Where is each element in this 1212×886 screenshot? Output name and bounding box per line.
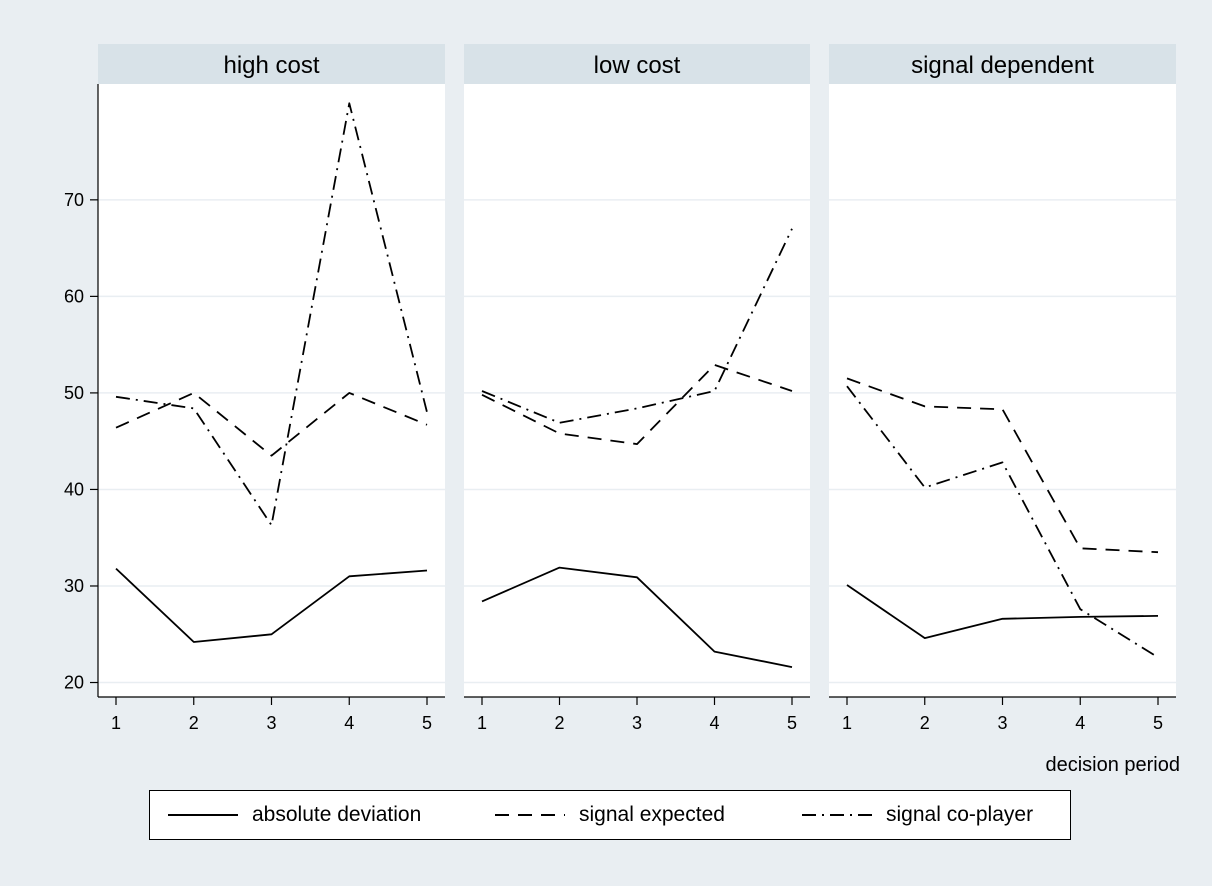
panel-background	[829, 84, 1176, 697]
x-tick-label: 3	[997, 713, 1007, 733]
series-line-absolute-deviation	[481, 566, 793, 668]
y-tick-label: 40	[64, 479, 84, 499]
x-tick-label: 2	[554, 713, 564, 733]
legend-item-absolute-deviation: absolute deviation	[168, 791, 421, 839]
legend: absolute deviation signal expected signa…	[149, 790, 1071, 840]
x-tick-label: 3	[632, 713, 642, 733]
y-tick-label: 70	[64, 190, 84, 210]
x-tick-label: 1	[477, 713, 487, 733]
legend-swatch-dash-dot	[802, 814, 872, 816]
panel-title: low cost	[594, 52, 681, 79]
x-tick-label: 4	[709, 713, 719, 733]
panel-header	[464, 44, 810, 84]
x-tick-label: 4	[344, 713, 354, 733]
series-line-signal-expected	[846, 377, 1159, 554]
panel-title: high cost	[223, 52, 319, 79]
panel-background	[98, 84, 445, 697]
panel-title: signal dependent	[911, 52, 1094, 79]
legend-item-signal-co-player: signal co-player	[802, 791, 1033, 839]
x-tick-label: 5	[422, 713, 432, 733]
x-tick-label: 1	[842, 713, 852, 733]
y-tick-label: 60	[64, 286, 84, 306]
x-tick-label: 5	[1153, 713, 1163, 733]
series-line-absolute-deviation	[115, 567, 428, 643]
y-tick-label: 20	[64, 673, 84, 693]
legend-swatch-dashed	[495, 814, 565, 816]
series-line-signal-co-player	[846, 385, 1159, 659]
series-line-absolute-deviation	[846, 584, 1159, 639]
panel-header	[98, 44, 445, 84]
legend-swatch-solid	[168, 814, 238, 816]
y-tick-label: 30	[64, 576, 84, 596]
legend-item-signal-expected: signal expected	[495, 791, 725, 839]
series-line-signal-co-player	[481, 228, 793, 424]
panel-background	[464, 84, 810, 697]
y-tick-label: 50	[64, 383, 84, 403]
legend-label: signal expected	[579, 803, 725, 826]
legend-label: absolute deviation	[252, 803, 422, 826]
x-tick-label: 2	[920, 713, 930, 733]
series-line-signal-expected	[115, 391, 428, 457]
x-axis-title: decision period	[1045, 754, 1180, 776]
series-line-signal-expected	[481, 363, 793, 446]
x-tick-label: 2	[189, 713, 199, 733]
x-tick-label: 1	[111, 713, 121, 733]
x-tick-label: 5	[787, 713, 797, 733]
x-tick-label: 4	[1075, 713, 1085, 733]
x-tick-label: 3	[266, 713, 276, 733]
panel-header	[829, 44, 1176, 84]
legend-label: signal co-player	[886, 803, 1034, 826]
